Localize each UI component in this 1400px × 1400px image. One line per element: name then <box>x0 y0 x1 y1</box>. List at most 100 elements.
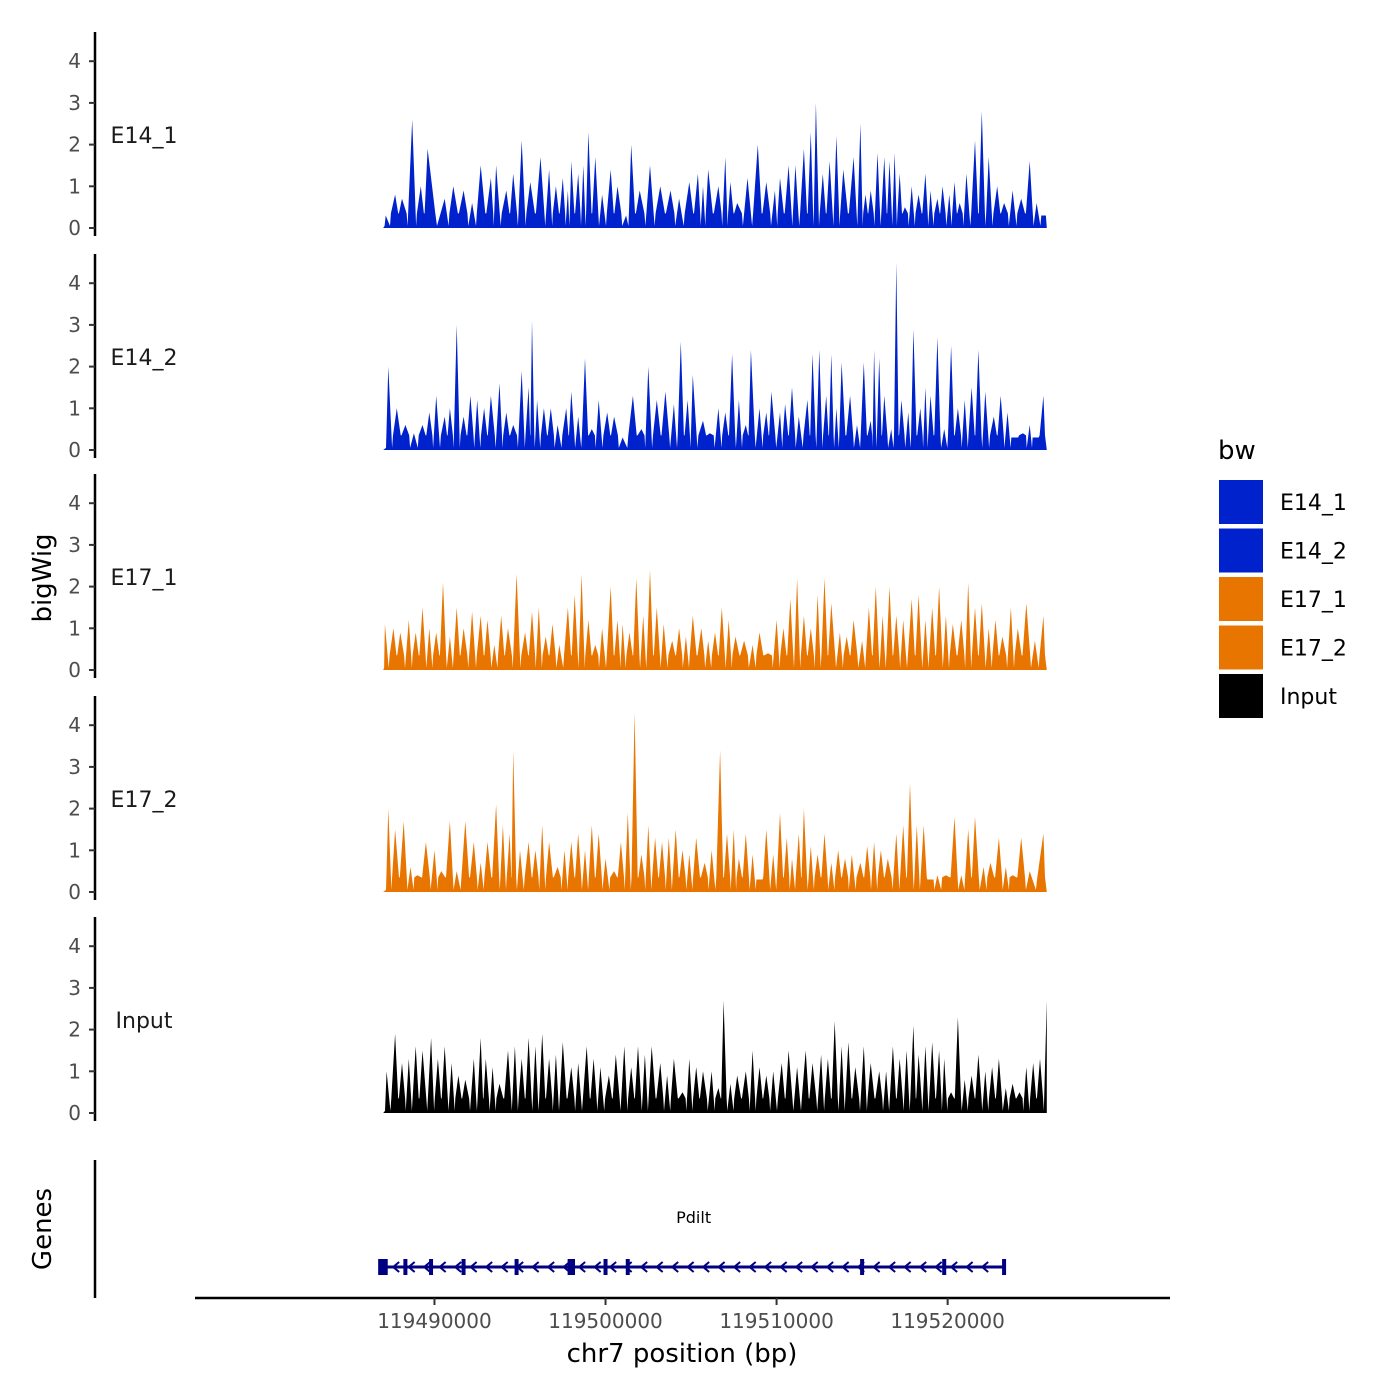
y-tick-label: 0 <box>68 880 81 904</box>
strand-arrow <box>732 1261 741 1273</box>
gene-name-label: Pdilt <box>676 1208 711 1227</box>
legend-swatch <box>1219 674 1263 718</box>
track-label: E14_2 <box>111 346 178 371</box>
legend-item-input: Input <box>1219 674 1337 718</box>
track-label: E17_1 <box>111 566 178 591</box>
strand-arrow <box>794 1261 803 1273</box>
y-tick-label: 4 <box>68 713 81 737</box>
x-tick-label: 119520000 <box>890 1309 1005 1333</box>
legend-label: Input <box>1280 685 1337 710</box>
strand-arrow <box>546 1261 555 1273</box>
track-e14-2: 0 1 2 3 4 E14_2 <box>68 254 1047 462</box>
legend-swatch <box>1219 528 1263 573</box>
y-tick-label: 1 <box>68 174 81 198</box>
strand-arrow <box>748 1261 757 1273</box>
legend-item-e14-2: E14_2 <box>1219 528 1347 573</box>
y-tick-label: 1 <box>68 616 81 640</box>
strand-arrow <box>825 1261 834 1273</box>
x-tick-label: 119500000 <box>548 1309 663 1333</box>
x-tick-label: 119490000 <box>377 1309 492 1333</box>
exon <box>429 1259 434 1275</box>
y-tick-label: 4 <box>68 934 81 958</box>
coverage-area-e17-1 <box>383 569 1047 670</box>
coverage-area-e14-1 <box>383 102 1047 228</box>
exon <box>860 1259 865 1275</box>
track-e17-2: 0 1 2 3 4 E17_2 <box>68 696 1047 904</box>
y-tick-label: 3 <box>68 976 81 1000</box>
legend-title: bw <box>1218 436 1256 466</box>
exon <box>1002 1259 1007 1275</box>
y-tick-label: 2 <box>68 133 81 157</box>
strand-arrow <box>717 1261 726 1273</box>
y-tick-label: 2 <box>68 1018 81 1042</box>
x-axis-title: chr7 position (bp) <box>567 1339 798 1369</box>
track-label: E17_2 <box>111 788 178 813</box>
track-input: 0 1 2 3 4 Input <box>68 917 1047 1125</box>
y-tick-label: 4 <box>68 271 81 295</box>
x-axis: 119490000 119500000 119510000 119520000 <box>195 1296 1170 1333</box>
strand-arrow <box>686 1261 695 1273</box>
strand-arrow <box>500 1261 509 1273</box>
legend-label: E14_1 <box>1280 491 1347 516</box>
x-tick-label: 119510000 <box>719 1309 834 1333</box>
exon <box>514 1259 519 1275</box>
strand-arrow <box>872 1261 881 1273</box>
exon <box>571 1259 576 1275</box>
strand-arrow <box>407 1261 416 1273</box>
y-tick-label: 3 <box>68 313 81 337</box>
strand-arrow <box>469 1261 478 1273</box>
strand-arrow <box>965 1261 974 1273</box>
exon <box>942 1259 947 1275</box>
strand-arrow <box>701 1261 710 1273</box>
coverage-area-e14-2 <box>383 262 1047 450</box>
strand-arrow <box>949 1261 958 1273</box>
legend-swatch <box>1219 577 1263 621</box>
strand-arrow <box>438 1261 447 1273</box>
y-tick-label: 4 <box>68 491 81 515</box>
legend-swatch <box>1219 625 1263 670</box>
strand-arrow <box>391 1261 400 1273</box>
signal-tracks: 0 1 2 3 4 E14_1 0 1 2 3 4 E14_2 0 1 2 3 4 E17_1 0 1 2 3 4 E17_2… <box>68 32 1047 1125</box>
y-tick-label: 2 <box>68 575 81 599</box>
y-tick-label: 1 <box>68 838 81 862</box>
strand-arrow <box>670 1261 679 1273</box>
y-tick-label: 3 <box>68 755 81 779</box>
strand-arrow <box>763 1261 772 1273</box>
y-axis-title: bigWig <box>28 533 58 622</box>
y-tick-label: 3 <box>68 91 81 115</box>
exon <box>625 1259 630 1275</box>
y-tick-label: 2 <box>68 797 81 821</box>
coverage-area-input <box>383 1000 1047 1113</box>
y-tick-label: 4 <box>68 49 81 73</box>
y-tick-label: 0 <box>68 658 81 682</box>
track-label: E14_1 <box>111 124 178 149</box>
y-tick-label: 2 <box>68 355 81 379</box>
legend-item-e17-1: E17_1 <box>1219 577 1347 621</box>
y-tick-label: 0 <box>68 438 81 462</box>
strand-arrow <box>903 1261 912 1273</box>
exon <box>461 1259 466 1275</box>
y-tick-label: 0 <box>68 1101 81 1125</box>
gene-pdilt: Pdilt <box>378 1208 1007 1275</box>
strand-arrow <box>593 1261 602 1273</box>
track-label: Input <box>116 1009 173 1034</box>
legend-swatch <box>1219 480 1263 524</box>
strand-arrow <box>841 1261 850 1273</box>
legend-label: E17_2 <box>1280 637 1347 662</box>
y-tick-label: 1 <box>68 1059 81 1083</box>
strand-arrow <box>639 1261 648 1273</box>
strand-arrow <box>577 1261 586 1273</box>
y-tick-label: 1 <box>68 396 81 420</box>
strand-arrow <box>887 1261 896 1273</box>
strand-arrow <box>422 1261 431 1273</box>
y-tick-label: 0 <box>68 216 81 240</box>
exon <box>603 1259 608 1275</box>
strand-arrow <box>484 1261 493 1273</box>
exon <box>403 1259 408 1275</box>
strand-arrow <box>531 1261 540 1273</box>
genes-panel: Pdilt <box>93 1160 1007 1298</box>
legend-label: E14_2 <box>1280 540 1347 565</box>
legend: bw E14_1 E14_2 E17_1 E17_2 Input <box>1218 436 1347 718</box>
coverage-area-e17-2 <box>383 712 1047 892</box>
